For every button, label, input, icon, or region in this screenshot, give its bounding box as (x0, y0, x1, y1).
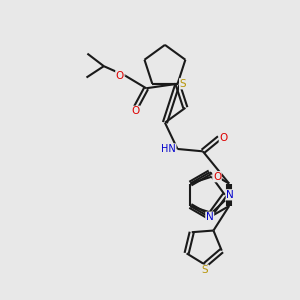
Text: HN: HN (161, 144, 176, 154)
Text: N: N (206, 212, 214, 222)
Text: O: O (116, 71, 124, 81)
Text: S: S (202, 265, 208, 275)
Text: N: N (226, 190, 234, 200)
Text: S: S (180, 79, 186, 89)
Text: O: O (219, 133, 228, 143)
Text: O: O (132, 106, 140, 116)
Text: O: O (213, 172, 221, 182)
